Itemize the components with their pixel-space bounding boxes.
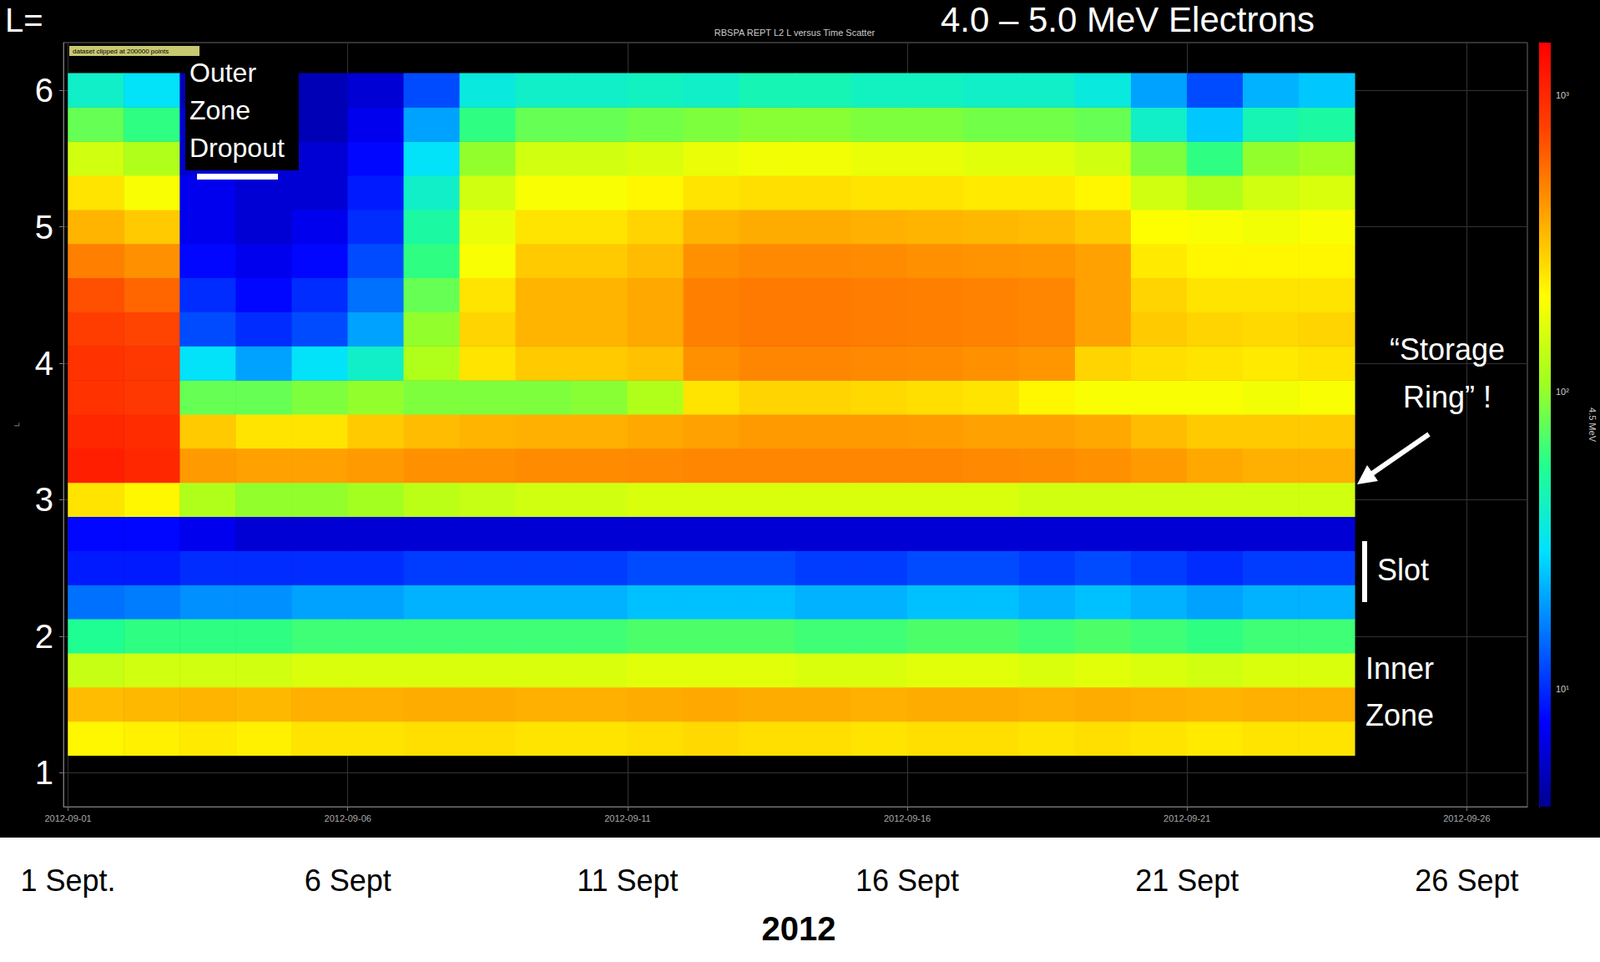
svg-text:Zone: Zone (1365, 697, 1434, 732)
svg-text:2012-09-16: 2012-09-16 (883, 812, 931, 823)
svg-text:Outer: Outer (189, 57, 257, 88)
svg-text:dataset clipped at 200000 poin: dataset clipped at 200000 points (72, 47, 169, 56)
svg-text:L: L (12, 422, 21, 427)
svg-text:L=: L= (5, 1, 44, 39)
svg-text:Ring” !: Ring” ! (1403, 379, 1492, 414)
svg-text:RBSPA REPT L2 L versus Time Sc: RBSPA REPT L2 L versus Time Scatter (714, 27, 876, 38)
svg-text:6 Sept: 6 Sept (304, 863, 392, 898)
svg-text:3: 3 (35, 480, 54, 518)
svg-text:6: 6 (35, 71, 54, 109)
svg-text:2012-09-26: 2012-09-26 (1443, 812, 1490, 823)
svg-text:10²: 10² (1555, 386, 1570, 397)
svg-text:26 Sept: 26 Sept (1414, 863, 1519, 898)
svg-text:“Storage: “Storage (1389, 332, 1505, 367)
svg-text:5: 5 (35, 208, 54, 246)
svg-text:Inner: Inner (1365, 651, 1434, 686)
svg-text:10³: 10³ (1555, 90, 1570, 101)
svg-text:4: 4 (35, 344, 54, 382)
svg-text:21 Sept: 21 Sept (1135, 863, 1239, 898)
svg-text:Slot: Slot (1377, 552, 1429, 587)
svg-text:1: 1 (35, 753, 54, 791)
svg-text:2012-09-21: 2012-09-21 (1163, 812, 1211, 823)
svg-text:2012-09-06: 2012-09-06 (324, 812, 372, 823)
svg-text:Zone: Zone (189, 95, 251, 126)
svg-text:16 Sept: 16 Sept (855, 863, 959, 898)
svg-text:Dropout: Dropout (189, 132, 285, 163)
svg-text:2: 2 (35, 617, 54, 655)
svg-text:11 Sept: 11 Sept (576, 863, 678, 898)
svg-text:1 Sept.: 1 Sept. (20, 863, 117, 898)
svg-text:2012-09-11: 2012-09-11 (604, 812, 651, 823)
svg-text:4.0 – 5.0 MeV Electrons: 4.0 – 5.0 MeV Electrons (940, 0, 1315, 40)
svg-text:2012: 2012 (762, 909, 837, 947)
svg-text:4.5 MeV: 4.5 MeV (1587, 407, 1598, 443)
svg-text:10¹: 10¹ (1555, 683, 1570, 694)
svg-text:2012-09-01: 2012-09-01 (44, 812, 91, 823)
